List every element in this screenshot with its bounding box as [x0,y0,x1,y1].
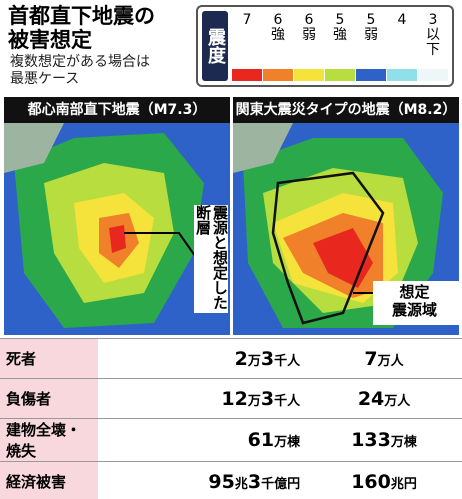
legend-swatch [387,69,417,81]
subtitle-line: 複数想定がある場合は [10,54,150,70]
damage-table: 死者 2万3千人 7万人 負傷者 12万3千人 24万人 建物全壊・焼失 61万棟 133万棟経… [0,338,462,499]
row-header: 経済被害 [0,461,98,499]
table-row: 死者 2万3千人 7万人 [0,338,462,379]
panel-title: 都心南部直下地震（M7.3） [4,97,230,123]
subtitle: 複数想定がある場合は 最悪ケース [10,54,150,88]
annotation-line: 震源域 [392,301,438,319]
title-line: 首都直下地震の [8,4,155,28]
legend-text: 7 [242,12,252,28]
legend-item: 5強 [325,12,355,81]
table-row: 経済被害 95兆3千億円 160兆円 [0,461,462,499]
legend-item: 3以下 [418,12,448,81]
legend-item: 6弱 [294,12,324,81]
legend-label: 震度 [202,11,228,81]
row-header: 死者 [0,338,98,379]
legend-swatch [263,69,293,81]
map-right [233,123,459,335]
legend-swatch [356,69,386,81]
legend-item: 6強 [263,12,293,81]
subtitle-line: 最悪ケース [10,71,80,87]
legend-swatch [418,69,448,81]
title: 首都直下地震の 被害想定 [8,4,155,52]
row-header: 負傷者 [0,378,98,419]
cell: 2万3千人 [98,338,307,379]
legend-text: 5弱 [364,12,378,43]
legend-swatch [232,69,262,81]
cell: 24万人 [306,378,462,419]
annotation-line: 想定 [399,283,430,301]
cell: 133万棟 [306,418,462,462]
panel-title: 関東大震災タイプの地震（M8.2） [233,97,459,123]
map-left [4,123,230,335]
title-line: 被害想定 [8,28,92,52]
table-row: 建物全壊・焼失 61万棟 133万棟 [0,418,462,462]
annotation: 想定 震源域 [392,283,437,319]
legend-item: 7 [232,12,262,81]
annotation: 震源と想定した断層 [194,205,229,313]
legend-text: 6弱 [302,12,316,43]
legend-item: 4 [387,12,417,81]
cell: 61万棟 [98,418,307,462]
table-row: 負傷者 12万3千人 24万人 [0,378,462,419]
legend-text: 6強 [271,12,285,43]
cell: 160兆円 [306,461,462,499]
row-header: 建物全壊・焼失 [0,418,98,462]
cell: 95兆3千億円 [98,461,307,499]
legend-swatch [294,69,324,81]
cell: 12万3千人 [98,378,307,419]
cell: 7万人 [306,338,462,379]
legend-text: 4 [397,12,407,28]
legend-text: 3以下 [426,12,440,58]
legend: 震度 7 6強 6弱 5強 5弱 4 3以下 [196,5,454,87]
legend-item: 5弱 [356,12,386,81]
legend-text: 5強 [333,12,347,43]
legend-swatch [325,69,355,81]
